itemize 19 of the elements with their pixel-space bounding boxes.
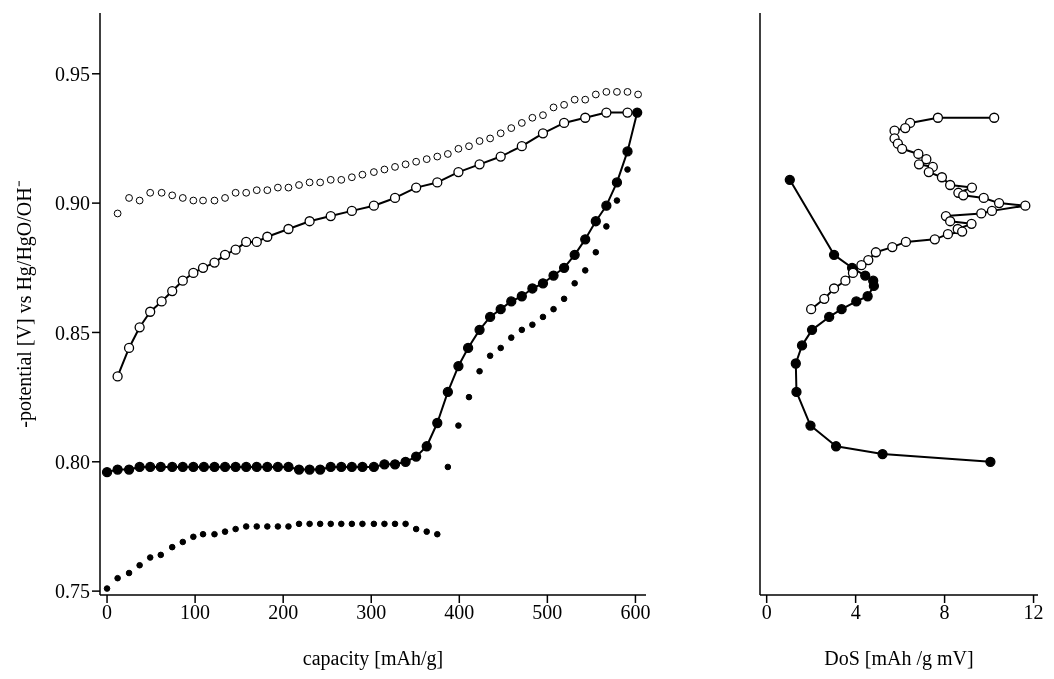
x-tick-label: 0 bbox=[102, 601, 113, 624]
x-tick-label: 500 bbox=[532, 601, 563, 624]
y-tick-label: 0.85 bbox=[55, 321, 90, 344]
y-tick-label: 0.75 bbox=[55, 580, 90, 603]
x-tick-label: 4 bbox=[850, 601, 861, 624]
x-tick-label: 200 bbox=[268, 601, 299, 624]
y-tick-label: 0.80 bbox=[55, 450, 90, 473]
y-axis-title: -potential [V] vs Hg/HgO/OH⁻ bbox=[13, 180, 37, 428]
x-tick-label: 100 bbox=[180, 601, 211, 624]
x-tick-label: 400 bbox=[444, 601, 475, 624]
y-tick-label: 0.90 bbox=[55, 192, 90, 215]
x-axis-title: DoS [mAh /g mV] bbox=[824, 647, 974, 670]
x-tick-label: 600 bbox=[620, 601, 651, 624]
x-tick-label: 0 bbox=[761, 601, 772, 624]
y-tick-label: 0.95 bbox=[55, 62, 90, 85]
x-tick-label: 8 bbox=[939, 601, 950, 624]
x-axis-title: capacity [mAh/g] bbox=[302, 647, 444, 670]
x-tick-label: 12 bbox=[1023, 601, 1044, 624]
x-tick-label: 300 bbox=[356, 601, 387, 624]
